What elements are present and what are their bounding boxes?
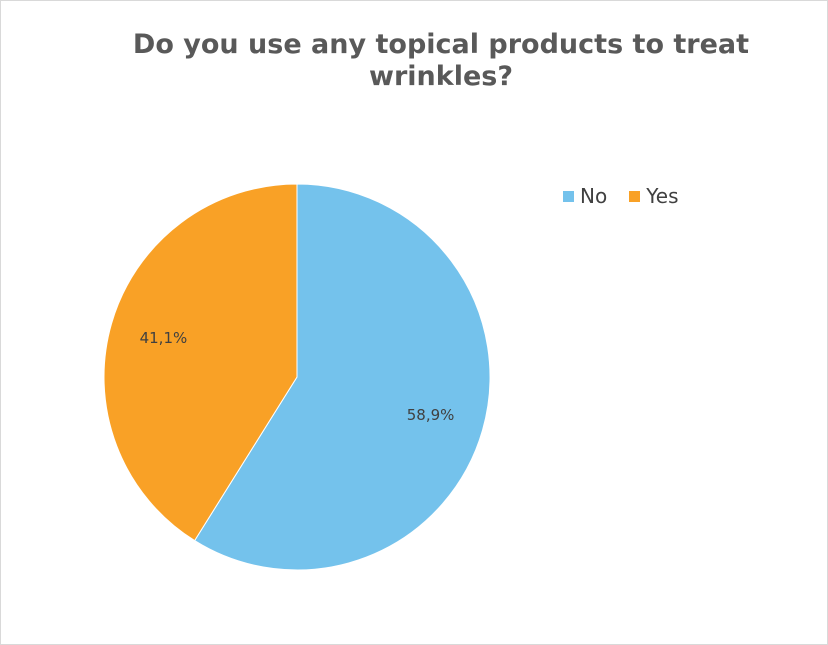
legend-label-no: No [580, 184, 608, 208]
chart-legend: No Yes [563, 184, 701, 208]
legend-swatch-yes [629, 190, 641, 202]
legend-label-yes: Yes [646, 184, 679, 208]
chart-title: Do you use any topical products to treat… [132, 29, 750, 92]
legend-item-yes: Yes [629, 184, 679, 208]
pie-slice-no [193, 183, 491, 571]
legend-swatch-no [563, 190, 574, 202]
pie-slice-yes [103, 183, 298, 542]
data-label-yes: 41,1% [140, 329, 188, 347]
legend-item-no: No [563, 184, 607, 208]
data-label-no: 58,9% [407, 406, 455, 424]
